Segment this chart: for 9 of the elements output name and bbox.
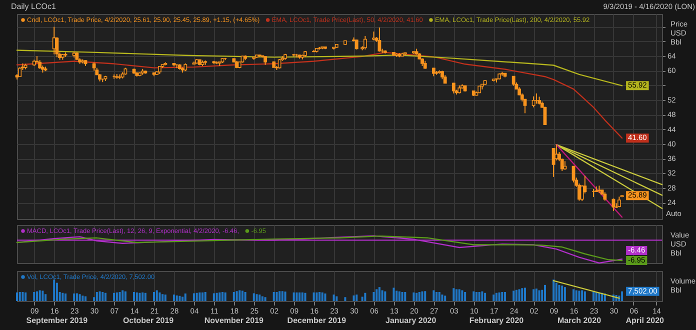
x2-tick-label: April 2020 [626, 316, 665, 325]
x2-tick-label: December 2019 [287, 316, 347, 325]
x2-tick-label: November 2019 [204, 316, 264, 325]
x2-tick-label: January 2020 [386, 316, 437, 325]
x2-tick-label: March 2020 [557, 316, 602, 325]
x2-tick-label: September 2019 [26, 316, 88, 325]
x2-tick-label: October 2019 [122, 316, 174, 325]
x2-tick-label: February 2020 [469, 316, 524, 325]
chart-title: Daily LCOc1 [11, 2, 56, 11]
